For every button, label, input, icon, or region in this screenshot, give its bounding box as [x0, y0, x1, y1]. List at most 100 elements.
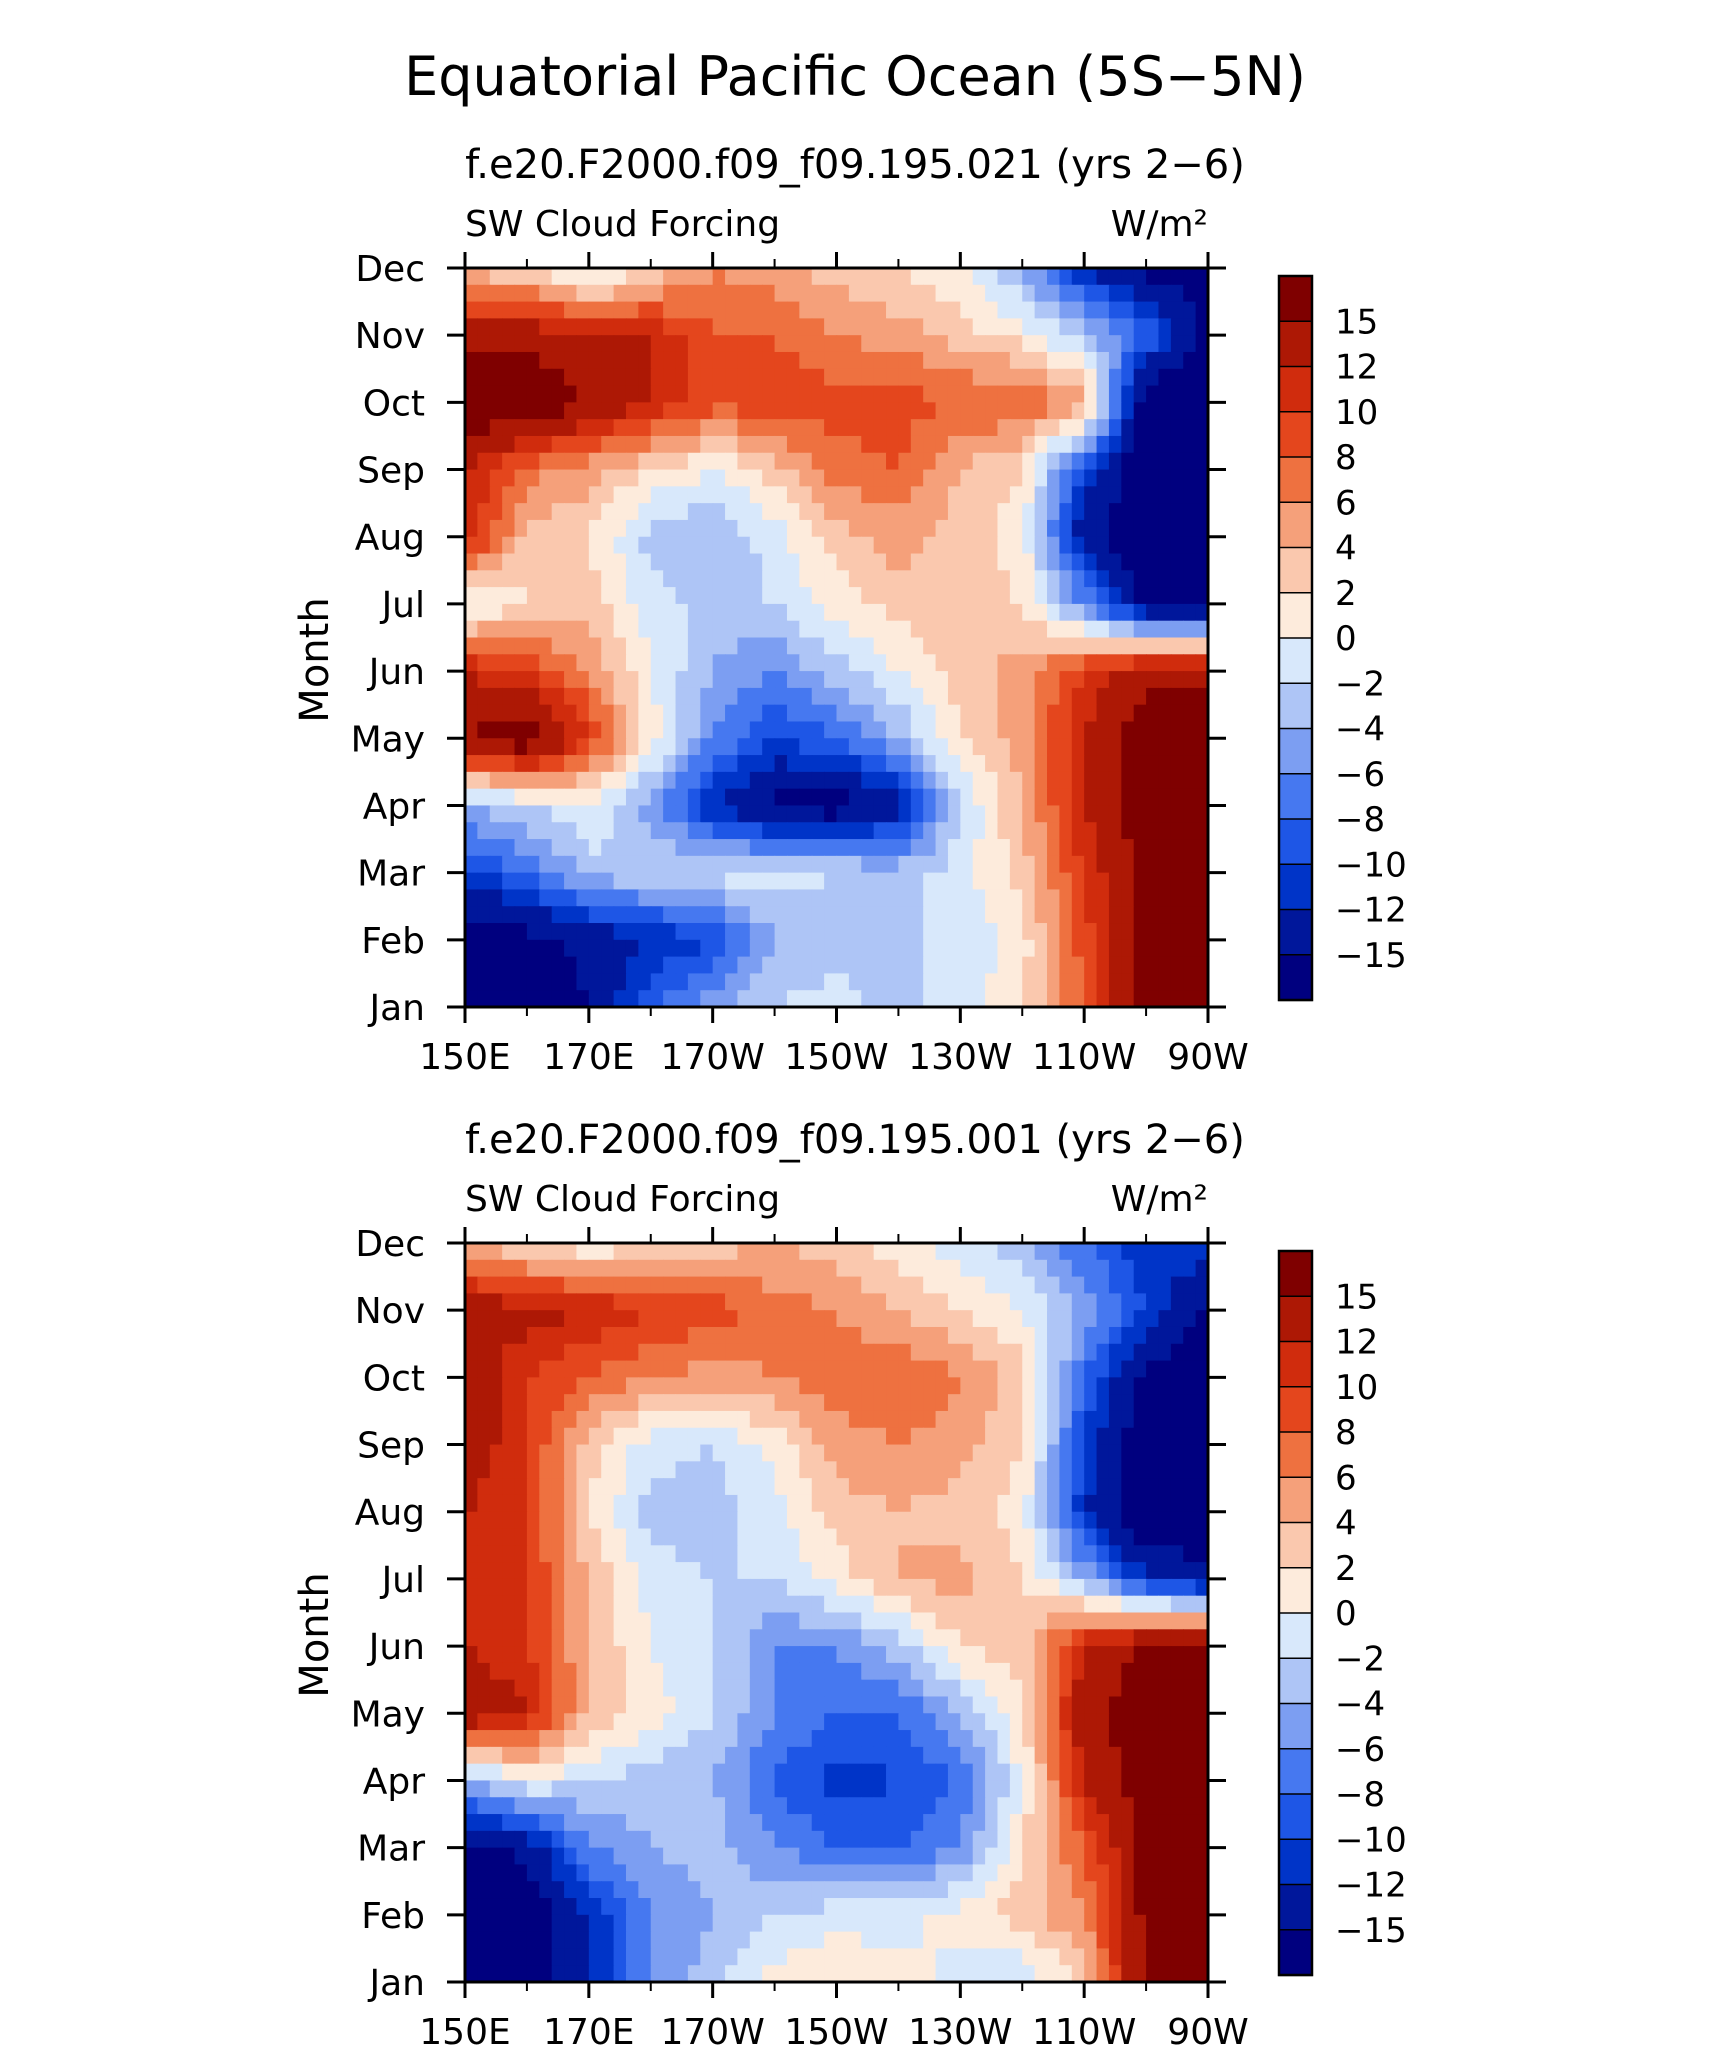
colorbar-swatch	[1279, 276, 1312, 322]
heatmap-cell	[1072, 1562, 1085, 1579]
heatmap-cell	[762, 940, 775, 957]
heatmap-cell	[775, 889, 788, 906]
heatmap-cell	[688, 554, 701, 571]
figure-title: Equatorial Pacific Ocean (5S−5N)	[404, 45, 1306, 108]
heatmap-cell	[1146, 268, 1159, 285]
heatmap-cell	[465, 1814, 478, 1831]
heatmap-cell	[799, 520, 812, 537]
heatmap-cell	[750, 1327, 763, 1344]
heatmap-cell	[762, 1277, 775, 1294]
heatmap-cell	[490, 990, 503, 1007]
heatmap-cell	[911, 621, 924, 638]
heatmap-cell	[515, 1696, 528, 1713]
heatmap-cell	[539, 772, 552, 789]
heatmap-cell	[502, 419, 515, 436]
heatmap-cell	[614, 1780, 627, 1797]
heatmap-cell	[490, 789, 503, 806]
heatmap-cell	[849, 671, 862, 688]
heatmap-cell	[812, 1831, 825, 1848]
heatmap-cell	[713, 1394, 726, 1411]
heatmap-cell	[1010, 738, 1023, 755]
heatmap-cell	[725, 436, 738, 453]
heatmap-cell	[700, 755, 713, 772]
heatmap-cell	[898, 1848, 911, 1865]
heatmap-cell	[997, 419, 1010, 436]
heatmap-cell	[626, 973, 639, 990]
heatmap-cell	[1158, 1831, 1171, 1848]
heatmap-cell	[502, 587, 515, 604]
heatmap-cell	[1072, 1243, 1085, 1260]
heatmap-cell	[737, 789, 750, 806]
heatmap-cell	[1010, 1562, 1023, 1579]
heatmap-cell	[527, 1680, 540, 1697]
heatmap-cell	[576, 1848, 589, 1865]
heatmap-cell	[849, 856, 862, 873]
heatmap-cell	[638, 554, 651, 571]
heatmap-cell	[626, 940, 639, 957]
heatmap-cell	[960, 335, 973, 352]
heatmap-cell	[1072, 1680, 1085, 1697]
heatmap-cell	[490, 1747, 503, 1764]
heatmap-cell	[651, 755, 664, 772]
heatmap-cell	[626, 1327, 639, 1344]
heatmap-cell	[1171, 1680, 1184, 1697]
heatmap-cell	[477, 1461, 490, 1478]
heatmap-cell	[1171, 386, 1184, 403]
heatmap-cell	[1183, 285, 1196, 302]
heatmap-cell	[824, 1780, 837, 1797]
heatmap-cell	[651, 1545, 664, 1562]
heatmap-cell	[960, 805, 973, 822]
heatmap-cell	[1010, 973, 1023, 990]
heatmap-cell	[638, 1310, 651, 1327]
heatmap-cell	[1158, 1713, 1171, 1730]
heatmap-cell	[837, 889, 850, 906]
heatmap-cell	[601, 772, 614, 789]
heatmap-cell	[1047, 1428, 1060, 1445]
heatmap-cell	[1059, 688, 1072, 705]
heatmap-cell	[589, 1831, 602, 1848]
heatmap-cell	[1183, 1663, 1196, 1680]
heatmap-cell	[762, 1260, 775, 1277]
heatmap-cell	[1146, 755, 1159, 772]
heatmap-cell	[688, 1428, 701, 1445]
heatmap-cell	[700, 805, 713, 822]
heatmap-cell	[799, 352, 812, 369]
heatmap-cell	[1035, 486, 1048, 503]
heatmap-cell	[948, 638, 961, 655]
heatmap-cell	[515, 386, 528, 403]
heatmap-cell	[762, 285, 775, 302]
heatmap-cell	[923, 285, 936, 302]
heatmap-cell	[700, 638, 713, 655]
heatmap-cell	[713, 302, 726, 319]
heatmap-cell	[874, 1562, 887, 1579]
heatmap-cell	[861, 671, 874, 688]
heatmap-cell	[663, 621, 676, 638]
heatmap-cell	[676, 805, 689, 822]
heatmap-cell	[985, 1596, 998, 1613]
heatmap-cell	[725, 755, 738, 772]
heatmap-cell	[539, 486, 552, 503]
heatmap-cell	[576, 1293, 589, 1310]
heatmap-cell	[874, 470, 887, 487]
heatmap-cell	[725, 1797, 738, 1814]
heatmap-cell	[1047, 453, 1060, 470]
heatmap-cell	[576, 285, 589, 302]
heatmap-cell	[750, 1344, 763, 1361]
heatmap-cell	[948, 470, 961, 487]
heatmap-cell	[750, 1713, 763, 1730]
heatmap-cell	[960, 1629, 973, 1646]
heatmap-cell	[762, 688, 775, 705]
heatmap-cell	[911, 1579, 924, 1596]
heatmap-cell	[626, 1545, 639, 1562]
heatmap-cell	[948, 604, 961, 621]
heatmap-cell	[837, 318, 850, 335]
heatmap-cell	[997, 1461, 1010, 1478]
heatmap-cell	[1035, 1814, 1048, 1831]
heatmap-cell	[775, 570, 788, 587]
heatmap-cell	[638, 906, 651, 923]
heatmap-cell	[750, 1411, 763, 1428]
heatmap-cell	[775, 738, 788, 755]
heatmap-cell	[1121, 738, 1134, 755]
heatmap-cell	[837, 805, 850, 822]
heatmap-cell	[997, 1344, 1010, 1361]
